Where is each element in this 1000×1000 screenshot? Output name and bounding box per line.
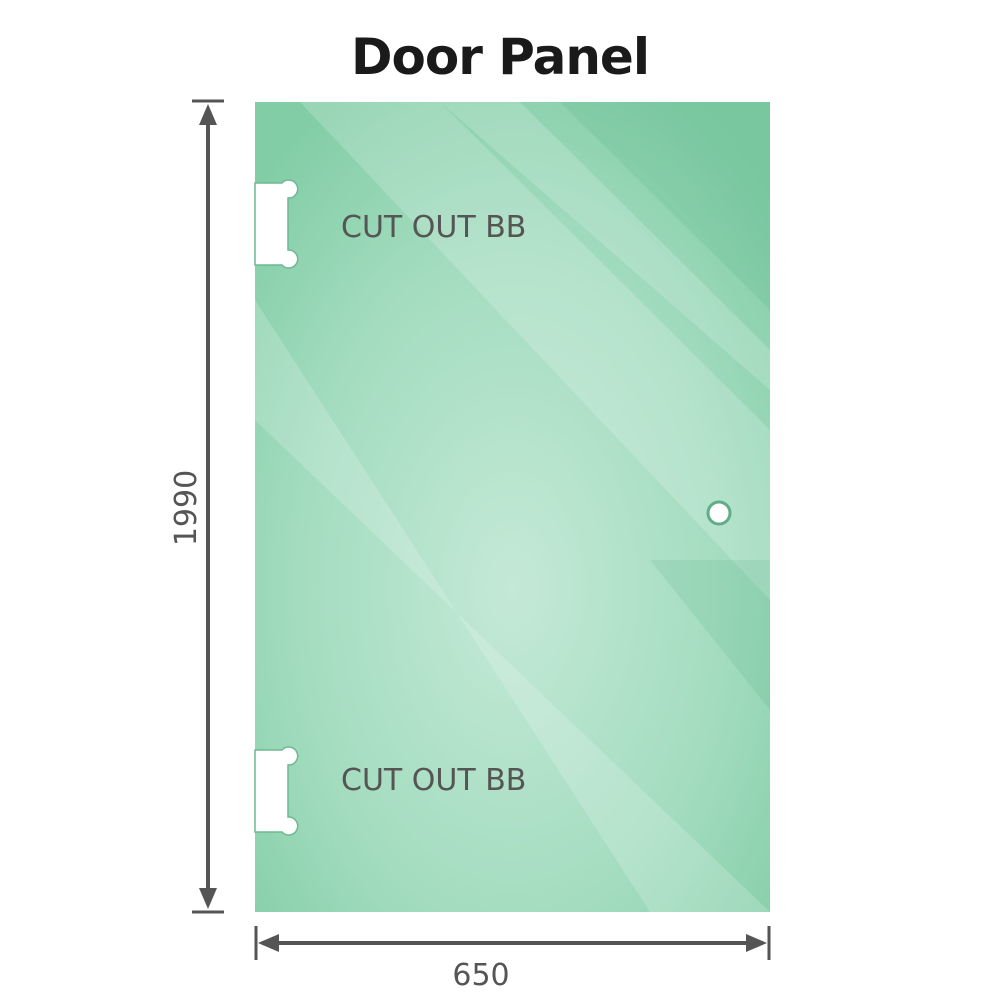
glass-panel (255, 102, 770, 912)
cutout-bottom (254, 746, 299, 836)
height-dimension-label: 1990 (169, 470, 204, 546)
cutout-label-bottom: CUT OUT BB (341, 763, 526, 798)
cutout-label-top: CUT OUT BB (341, 210, 526, 245)
width-dimension-line (254, 926, 771, 960)
handle-hole (706, 500, 732, 526)
width-dimension-label: 650 (452, 958, 509, 993)
diagram-title: Door Panel (351, 28, 650, 86)
height-dimension-line (192, 99, 224, 914)
cutout-top (254, 179, 299, 269)
